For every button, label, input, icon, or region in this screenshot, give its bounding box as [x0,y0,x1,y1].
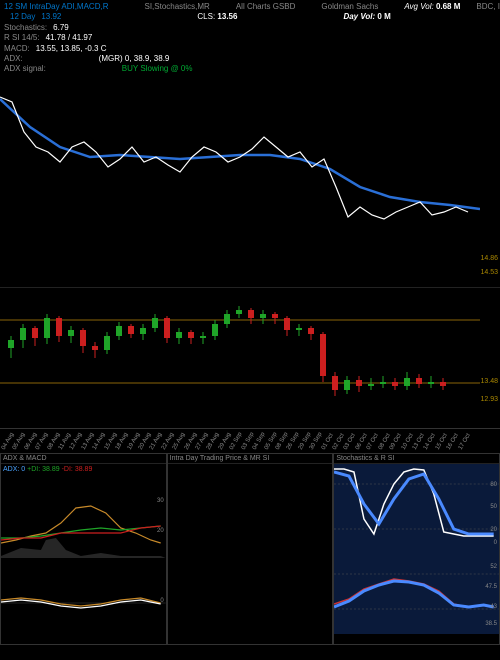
sma-val: 13.92 [41,12,61,22]
chart-header: 12 SM IntraDay ADI,MACD,R SI,Stochastics… [0,0,500,77]
intraday-panel: Intra Day Trading Price & MR SI [167,453,334,645]
stoch-label: SI,Stochastics,MR [144,2,209,12]
bdc: BDC, Inc./MunafaSutra.com [476,2,500,12]
sma-label: 12 SM IntraDay ADI,MACD,R [4,2,108,12]
candlestick-chart: 13.4812.93 [0,287,500,428]
indicator-panels: ADX & MACD ADX: 0 +DI: 38.89 -DI: 38.893… [0,453,500,645]
date-axis: 04 Aug05 Aug06 Aug07 Aug08 Aug11 Aug12 A… [0,428,500,453]
charts-src: All Charts GSBD [236,2,296,12]
sma-days: 12 Day [10,12,35,22]
stochastics-panel: Stochastics & R SI 80502005247.54338.5 [333,453,500,645]
company: Goldman Sachs [321,2,378,12]
adx-macd-panel: ADX & MACD ADX: 0 +DI: 38.89 -DI: 38.893… [0,453,167,645]
main-price-chart: 14.8614.53 [0,77,500,287]
